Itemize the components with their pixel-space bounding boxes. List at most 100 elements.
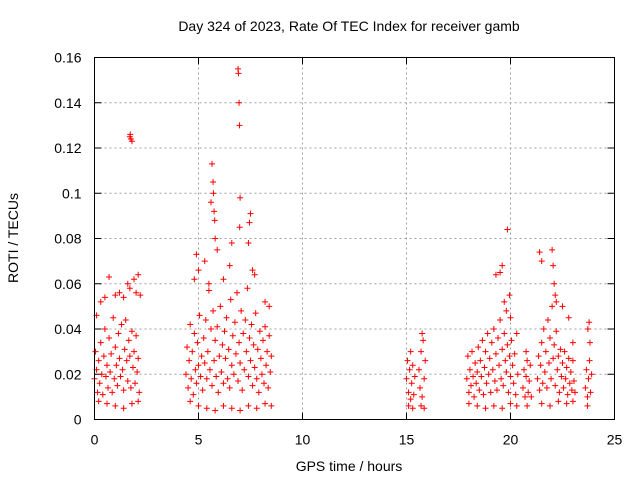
data-point xyxy=(407,348,414,355)
data-point xyxy=(186,357,193,364)
data-point xyxy=(409,362,416,369)
data-point xyxy=(209,160,216,167)
data-point xyxy=(505,389,512,396)
scatter-points xyxy=(91,65,595,414)
data-point xyxy=(552,292,559,299)
data-point xyxy=(254,346,261,353)
data-point xyxy=(266,303,273,310)
data-point xyxy=(124,378,131,385)
data-point xyxy=(512,391,519,398)
data-point xyxy=(471,393,478,400)
data-point xyxy=(131,348,138,355)
data-point xyxy=(548,375,555,382)
data-point xyxy=(228,362,235,369)
data-point xyxy=(550,262,557,269)
data-point xyxy=(135,398,142,405)
data-point xyxy=(582,384,589,391)
data-point xyxy=(235,378,242,385)
data-point xyxy=(538,400,545,407)
data-point xyxy=(418,348,425,355)
y-tick-label: 0.02 xyxy=(54,366,81,382)
data-point xyxy=(127,384,134,391)
data-point xyxy=(511,350,518,357)
data-point xyxy=(504,226,511,233)
data-point xyxy=(97,339,104,346)
data-point xyxy=(264,348,271,355)
x-tick-label: 5 xyxy=(195,432,203,448)
data-point xyxy=(103,362,110,369)
data-point xyxy=(417,384,424,391)
data-point xyxy=(240,330,247,337)
data-point xyxy=(540,326,547,332)
data-point xyxy=(221,328,228,335)
data-point xyxy=(506,292,513,299)
data-point xyxy=(493,387,500,394)
data-point xyxy=(203,405,210,412)
data-point xyxy=(103,400,110,407)
data-point xyxy=(585,375,592,382)
data-point xyxy=(403,375,410,382)
data-point xyxy=(586,319,593,326)
data-point xyxy=(119,366,126,373)
data-point xyxy=(115,330,122,337)
data-point xyxy=(256,328,263,335)
data-point xyxy=(521,366,528,373)
data-point xyxy=(482,348,489,355)
data-point xyxy=(538,258,545,265)
data-point xyxy=(134,368,141,375)
data-point xyxy=(552,382,559,389)
data-point xyxy=(214,246,221,253)
x-tick-label: 25 xyxy=(607,432,623,448)
data-point xyxy=(109,389,116,396)
data-point xyxy=(537,362,544,369)
y-tick-label: 0.12 xyxy=(54,140,81,156)
data-point xyxy=(101,294,108,301)
data-point xyxy=(245,402,252,409)
data-point xyxy=(133,332,140,339)
data-point xyxy=(128,138,135,145)
data-point xyxy=(482,405,489,412)
data-point xyxy=(497,316,504,323)
data-point xyxy=(220,380,227,387)
data-point xyxy=(544,316,551,323)
data-point xyxy=(201,359,208,366)
grid xyxy=(94,57,615,420)
data-point xyxy=(508,337,515,344)
data-point xyxy=(228,405,235,412)
data-point xyxy=(202,316,209,323)
data-point xyxy=(545,359,552,366)
data-point xyxy=(526,378,533,385)
data-point xyxy=(523,348,530,355)
data-point xyxy=(507,314,514,321)
data-point xyxy=(564,391,571,398)
data-point xyxy=(422,357,429,364)
data-point xyxy=(246,335,253,342)
data-point xyxy=(255,389,262,396)
data-point xyxy=(126,353,133,360)
data-point xyxy=(519,384,526,391)
data-point xyxy=(568,387,575,394)
data-point xyxy=(509,362,516,369)
y-tick-label: 0.06 xyxy=(54,276,81,292)
data-point xyxy=(106,273,113,280)
data-point xyxy=(495,335,502,342)
data-point xyxy=(500,382,507,389)
data-point xyxy=(122,316,129,323)
data-point xyxy=(248,321,255,328)
data-point xyxy=(464,353,471,360)
data-point xyxy=(485,371,492,378)
data-point xyxy=(563,364,570,371)
data-point xyxy=(123,357,130,364)
data-point xyxy=(250,341,257,348)
data-point xyxy=(522,393,529,400)
data-point xyxy=(253,405,260,412)
data-point xyxy=(131,276,138,283)
data-point xyxy=(536,387,543,394)
data-point xyxy=(499,262,506,269)
data-point xyxy=(212,235,219,242)
data-point xyxy=(195,402,202,409)
data-point xyxy=(415,366,422,373)
data-point xyxy=(503,307,510,314)
data-point xyxy=(478,373,485,380)
data-point xyxy=(408,380,415,387)
